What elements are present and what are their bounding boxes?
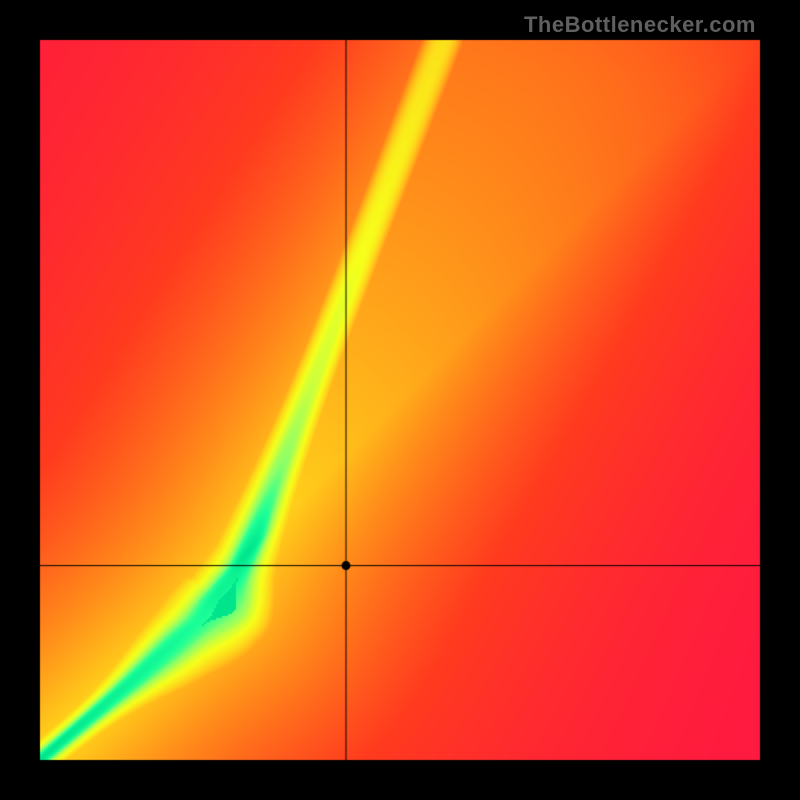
bottleneck-heatmap <box>0 0 800 800</box>
watermark-text: TheBottlenecker.com <box>524 12 756 38</box>
